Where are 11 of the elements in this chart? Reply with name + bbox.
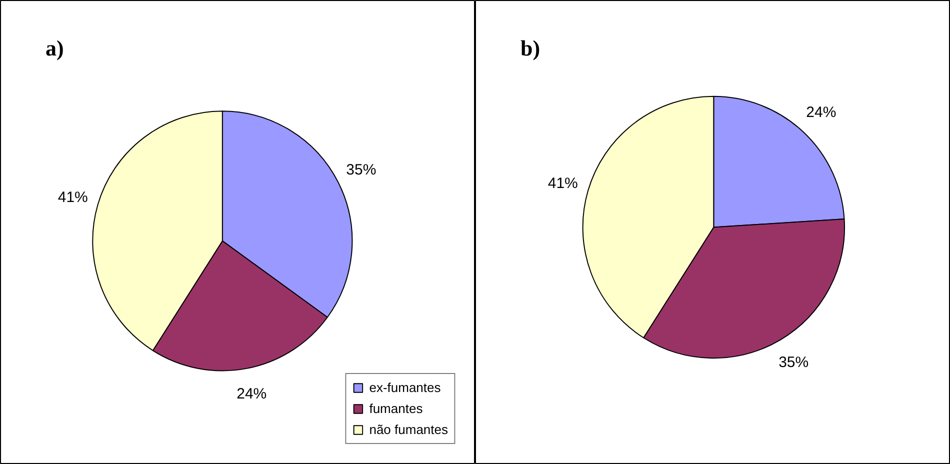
data-label: 35% [778,354,809,372]
data-label: 41% [548,174,578,192]
data-label: 24% [236,386,267,403]
legend-label: fumantes [369,401,423,416]
chart-title: b) [520,36,540,60]
data-label: 24% [806,104,836,122]
chart-title: a) [46,36,64,60]
legend-label: ex-fumantes [369,380,441,395]
data-label: 41% [58,188,88,206]
legend-label: não fumantes [369,422,448,437]
data-label: 35% [346,162,376,179]
